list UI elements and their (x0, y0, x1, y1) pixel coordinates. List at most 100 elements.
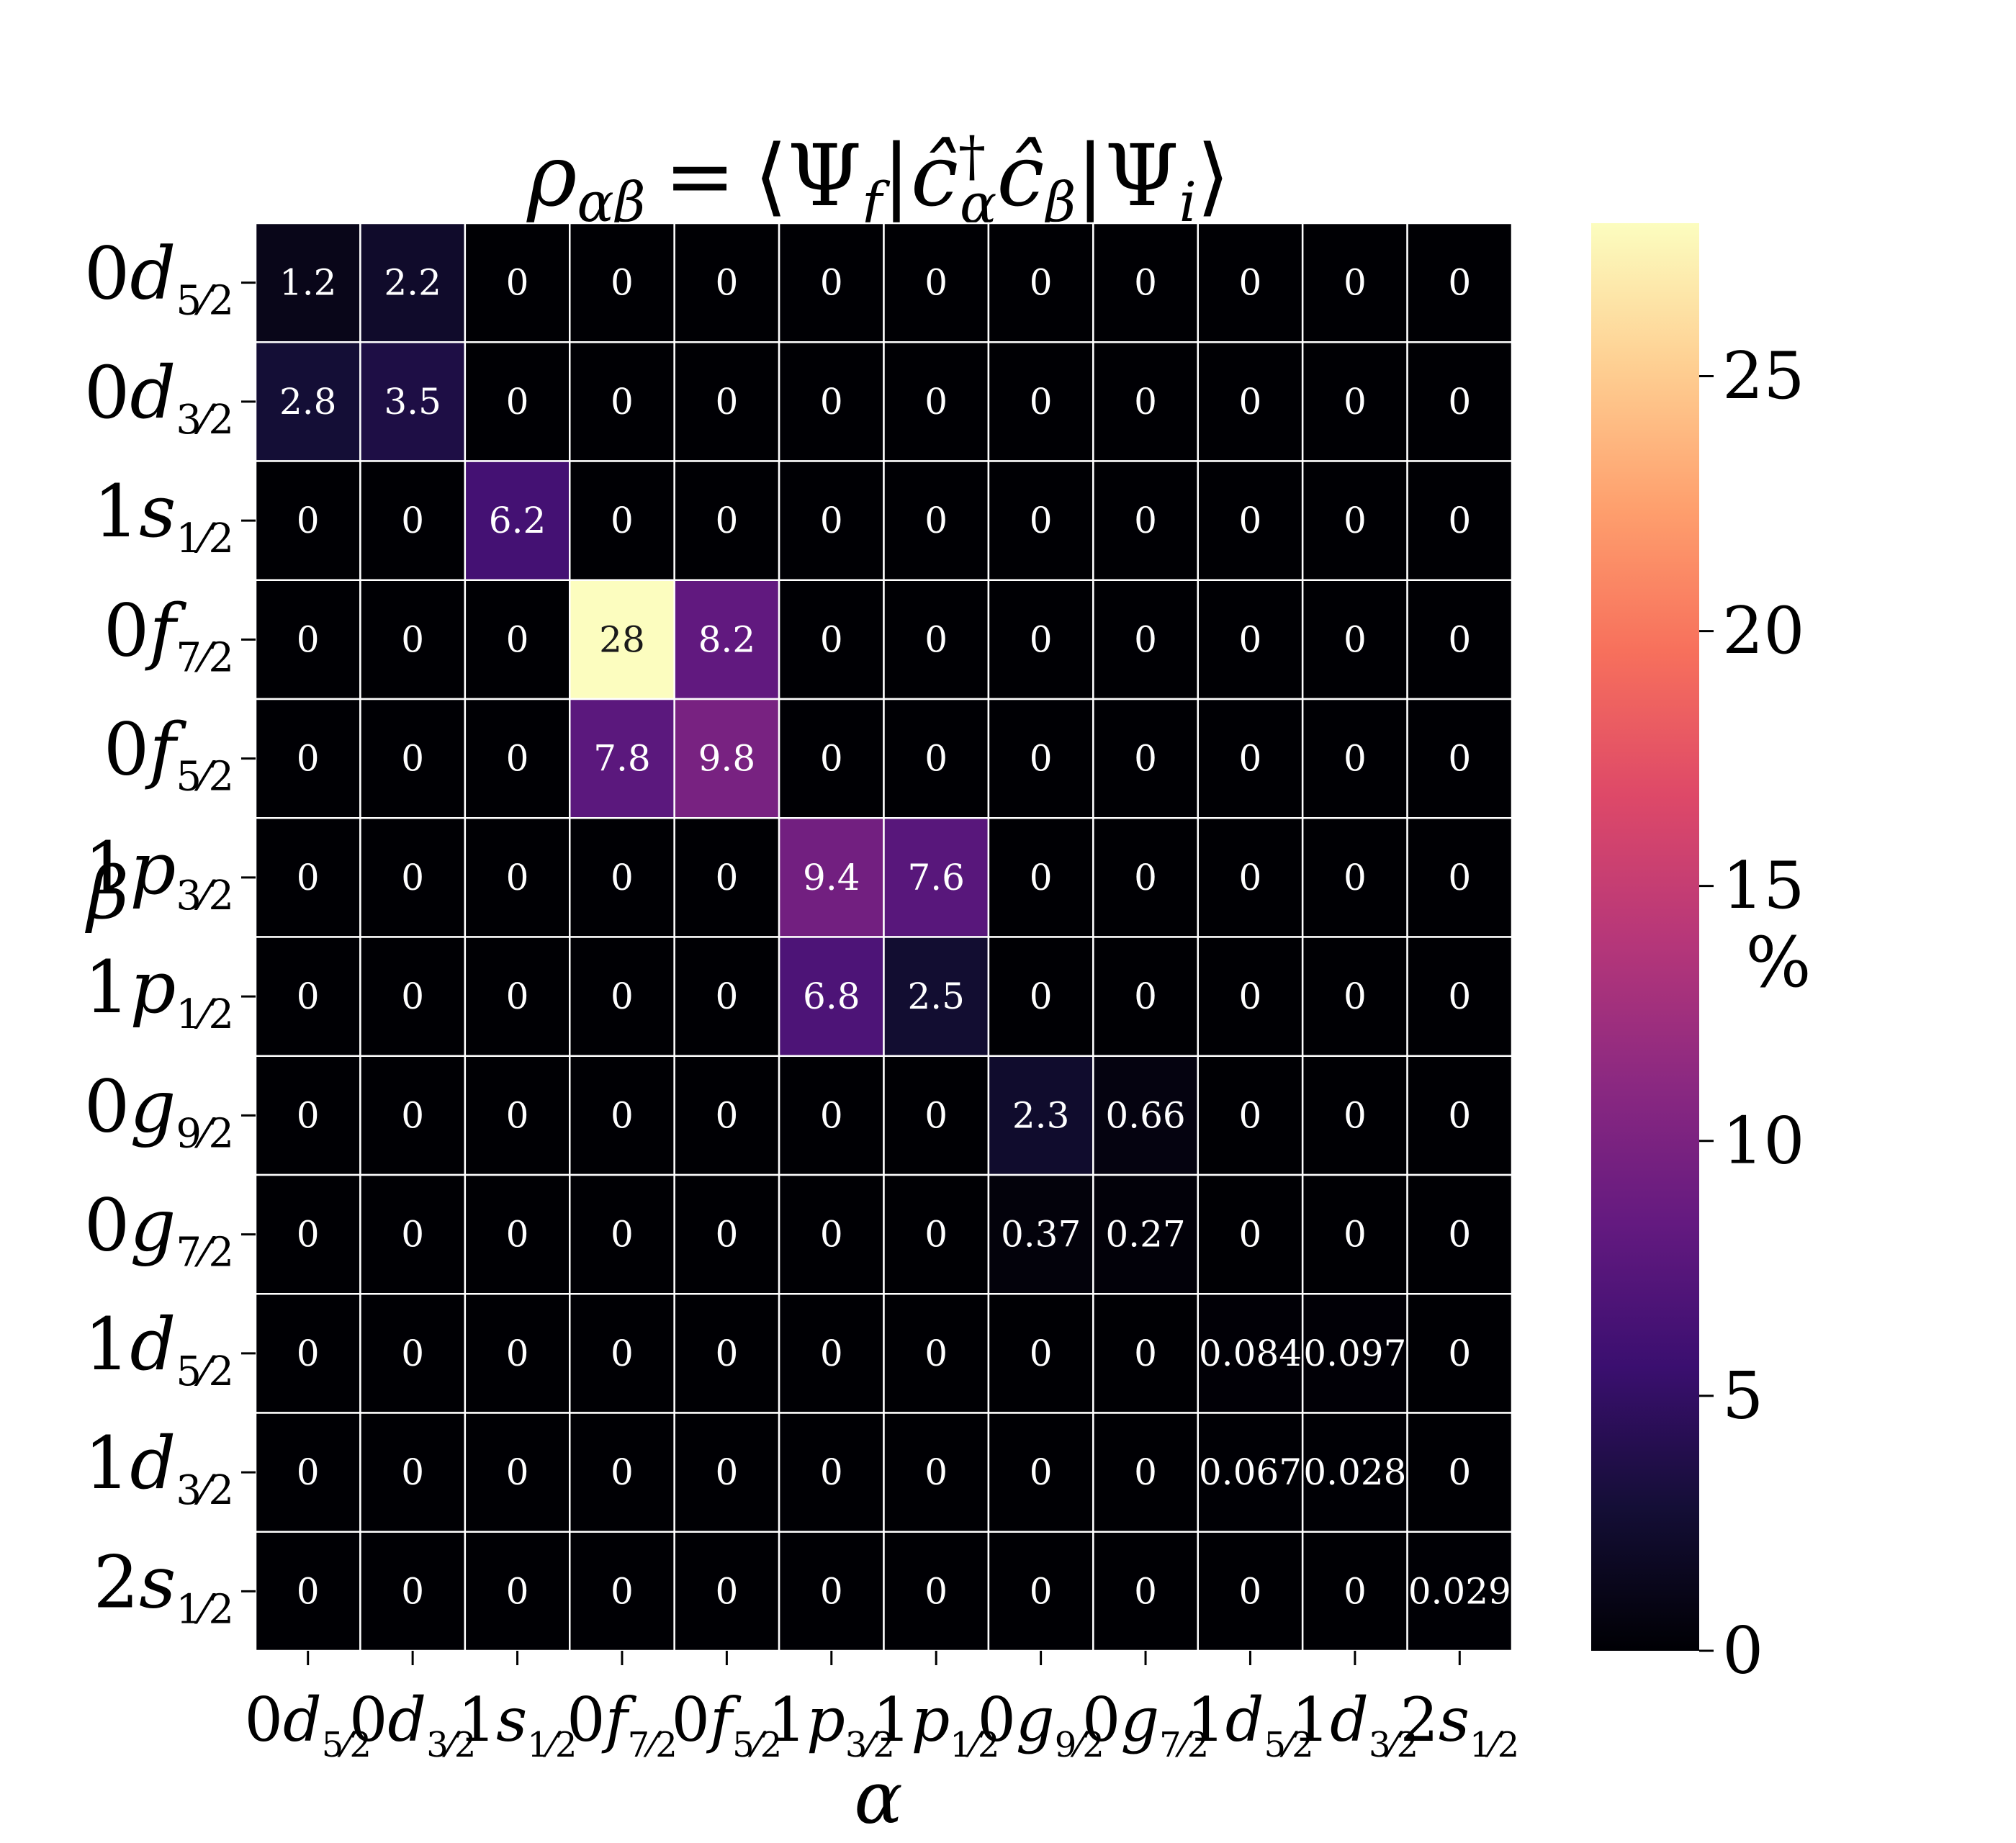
cell-value-label: 0 (1239, 618, 1262, 660)
cell-value-label: 7.6 (907, 857, 965, 898)
colorbar-tick-label: 15 (1722, 848, 1805, 924)
cell-value-label: 0 (401, 1333, 424, 1374)
cell-value-label: 0 (1134, 262, 1157, 304)
heatmap-cell (359, 1531, 467, 1652)
heatmap-cell (1406, 1412, 1513, 1533)
cell-value-label: 0 (820, 1333, 843, 1374)
heatmap-cell (1301, 1412, 1408, 1533)
x-tick-label: 0g7⁄2 (1082, 1685, 1209, 1765)
y-tick-label: 0d3⁄2 (84, 351, 234, 443)
cell-value-label: 0 (1134, 500, 1157, 541)
heatmap-cell (569, 460, 675, 581)
cell-value-label: 0 (715, 1333, 738, 1374)
heatmap-cell (359, 698, 467, 819)
heatmap-cell (1406, 222, 1513, 343)
heatmap-cell (1406, 341, 1513, 462)
cell-value-label: 0 (1344, 857, 1367, 898)
cell-value-label: 0 (506, 1451, 529, 1493)
heatmap-cell (254, 1173, 361, 1295)
heatmap-cell (569, 1412, 675, 1533)
cell-value-label: 0 (1448, 1214, 1471, 1256)
cell-value-label: 0 (1134, 1333, 1157, 1374)
colorbar-tick-label: 0 (1722, 1613, 1763, 1689)
heatmap-cell (464, 1055, 571, 1176)
heatmap-cell (359, 341, 467, 462)
cell-value-label: 0 (401, 857, 424, 898)
heatmap-cell (673, 698, 780, 819)
heatmap-cell (673, 460, 780, 581)
heatmap-cell (673, 341, 780, 462)
cell-value-label: 0 (820, 500, 843, 541)
heatmap-cell (1092, 817, 1200, 938)
heatmap-cell (987, 1293, 1094, 1414)
cell-value-label: 0 (924, 738, 948, 780)
y-tick-label: 1s1⁄2 (93, 469, 234, 562)
y-tick-label: 0g7⁄2 (84, 1184, 234, 1276)
heatmap-cell (359, 1412, 467, 1533)
heatmap-cell (1092, 579, 1200, 700)
cell-value-label: 0 (1448, 262, 1471, 304)
cell-value-label: 0 (1134, 975, 1157, 1017)
cell-value-label: 0 (1448, 857, 1471, 898)
cell-value-label: 0 (1448, 1094, 1471, 1136)
heatmap-cell (1301, 1173, 1408, 1295)
heatmap-cell (778, 1531, 885, 1652)
heatmap-cell (1406, 1173, 1513, 1295)
y-tick-label: 2s1⁄2 (93, 1540, 234, 1633)
cell-value-label: 0 (1448, 738, 1471, 780)
cell-value-label: 0 (297, 1333, 320, 1374)
cell-value-label: 0 (297, 975, 320, 1017)
cell-value-label: 0 (1239, 1214, 1262, 1256)
heatmap-cell (778, 579, 885, 700)
cell-value-label: 0 (401, 1570, 424, 1612)
x-axis-ticks: 0d5⁄20d3⁄21s1⁄20f7⁄20f5⁄21p3⁄21p1⁄20g9⁄2… (245, 1651, 1519, 1765)
cell-value-label: 0 (1239, 738, 1262, 780)
heatmap-cell (569, 341, 675, 462)
cell-value-label: 0.37 (1001, 1214, 1081, 1256)
cell-value-label: 0 (1239, 857, 1262, 898)
cell-value-label: 0 (1344, 262, 1367, 304)
y-tick-label: 1d5⁄2 (84, 1302, 234, 1395)
cell-value-label: 0 (715, 857, 738, 898)
heatmap-cell (987, 222, 1094, 343)
cell-value-label: 0 (1344, 618, 1367, 660)
cell-value-label: 3.5 (384, 381, 441, 423)
cell-value-label: 0 (1448, 975, 1471, 1017)
heatmap-cell (1406, 460, 1513, 581)
cell-value-label: 9.4 (803, 857, 860, 898)
cell-value-label: 0 (1239, 1094, 1262, 1136)
heatmap-cell (673, 1293, 780, 1414)
cell-value-label: 0 (297, 618, 320, 660)
x-tick-label: 1s1⁄2 (458, 1685, 577, 1765)
cell-value-label: 0 (401, 738, 424, 780)
heatmap-cell (987, 1412, 1094, 1533)
x-tick-label: 0g9⁄2 (977, 1685, 1104, 1765)
cell-value-label: 2.5 (907, 975, 965, 1017)
x-tick-label: 1p3⁄2 (768, 1685, 895, 1765)
heatmap-cell (359, 1173, 467, 1295)
cell-value-label: 0 (1030, 975, 1053, 1017)
heatmap-cell (254, 579, 361, 700)
heatmap-cell (464, 222, 571, 343)
heatmap-cell (883, 579, 990, 700)
cell-value-label: 0 (401, 1214, 424, 1256)
cell-value-label: 0 (1448, 381, 1471, 423)
cell-value-label: 0 (611, 1094, 634, 1136)
cell-value-label: 0 (1134, 618, 1157, 660)
x-tick-label: 0d5⁄2 (245, 1685, 372, 1765)
cell-value-label: 0 (924, 262, 948, 304)
cell-value-label: 6.2 (489, 500, 546, 541)
heatmap-cell (883, 1173, 990, 1295)
heatmap-cell (1301, 1531, 1408, 1652)
cell-value-label: 0 (820, 1214, 843, 1256)
colorbar-label: % (1745, 922, 1811, 1003)
cell-value-label: 0 (1134, 857, 1157, 898)
cell-value-label: 0 (1239, 1570, 1262, 1612)
cell-value-label: 0 (611, 500, 634, 541)
cell-value-label: 0 (924, 500, 948, 541)
cell-value-label: 0 (820, 618, 843, 660)
heatmap-cell (1406, 1531, 1513, 1652)
cell-value-label: 0 (1344, 1214, 1367, 1256)
colorbar (1591, 223, 1699, 1651)
cell-value-label: 0 (924, 381, 948, 423)
